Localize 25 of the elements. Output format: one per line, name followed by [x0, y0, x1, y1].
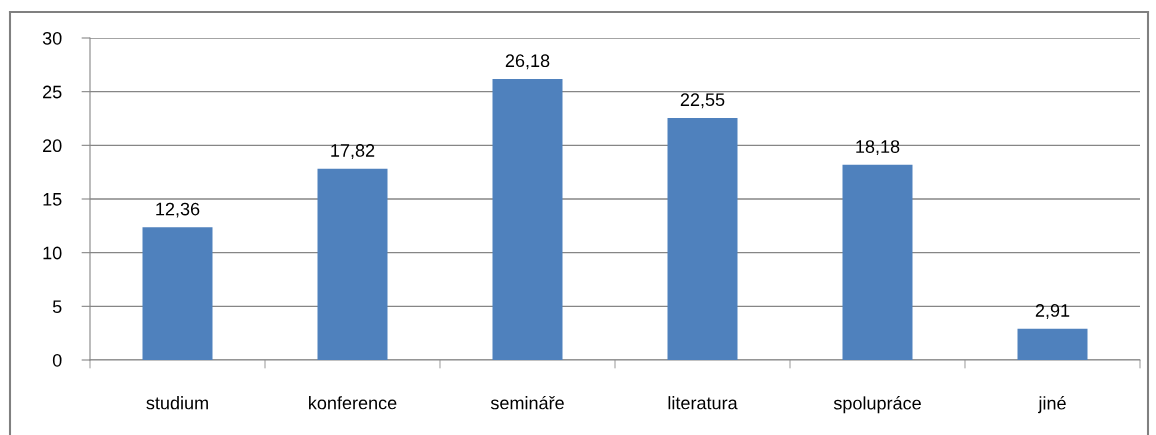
data-label: 26,18	[505, 54, 550, 70]
x-tick-label: spolupráce	[833, 396, 921, 414]
y-tick-label: 5	[52, 300, 62, 314]
y-tick-label: 15	[43, 193, 62, 206]
y-tick-label: 30	[42, 31, 62, 45]
y-tick-label: 0	[52, 353, 62, 367]
y-tick-label: 25	[43, 85, 62, 99]
x-tick-label: konference	[309, 396, 397, 410]
x-tick-label: literatura	[668, 396, 738, 410]
bar	[317, 168, 388, 360]
x-tick-label: studium	[146, 396, 208, 410]
data-label: 17,82	[331, 144, 375, 159]
bar	[842, 164, 913, 360]
data-label: 18,18	[856, 140, 900, 156]
x-tick-label: jiné	[1038, 396, 1066, 414]
bar	[1017, 328, 1088, 360]
y-tick-label: 20	[43, 139, 62, 153]
data-label: 2,91	[1035, 304, 1070, 319]
bar	[667, 117, 738, 360]
data-label: 12,36	[156, 202, 200, 218]
bar	[492, 79, 563, 360]
bar	[142, 227, 213, 360]
y-tick-label: 10	[43, 246, 62, 260]
x-tick-label: semináře	[490, 395, 564, 410]
data-label: 22,55	[680, 93, 725, 109]
